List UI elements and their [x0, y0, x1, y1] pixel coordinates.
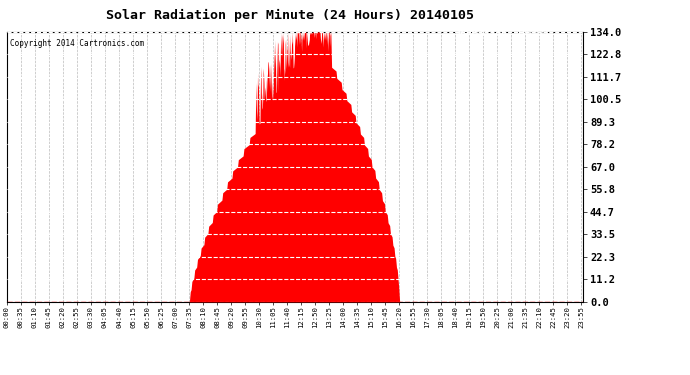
Text: Solar Radiation per Minute (24 Hours) 20140105: Solar Radiation per Minute (24 Hours) 20… [106, 9, 474, 22]
Text: Copyright 2014 Cartronics.com: Copyright 2014 Cartronics.com [10, 39, 144, 48]
Text: Radiation  (W/m2): Radiation (W/m2) [458, 30, 550, 39]
